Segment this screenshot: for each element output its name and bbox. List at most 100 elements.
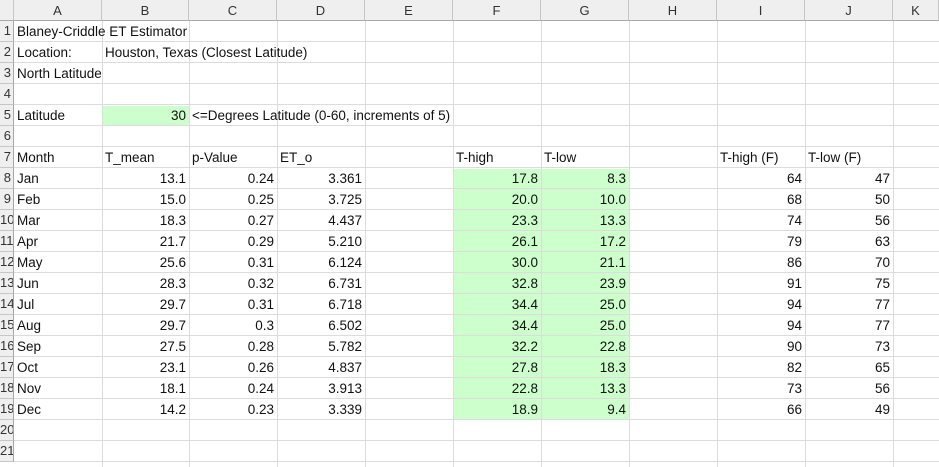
row-header-18[interactable]: 18 <box>0 378 14 399</box>
column-header-f[interactable]: F <box>453 0 541 21</box>
p-value-cell[interactable]: 0.3 <box>255 318 274 333</box>
row-header-6[interactable]: 6 <box>0 126 14 147</box>
t-mean-cell[interactable]: 13.1 <box>159 171 186 186</box>
t-high-f-cell[interactable]: 79 <box>786 234 802 249</box>
row-header-16[interactable]: 16 <box>0 336 14 357</box>
et-o-cell[interactable]: 6.718 <box>328 297 362 312</box>
month-cell[interactable]: Mar <box>17 213 41 228</box>
row-header-9[interactable]: 9 <box>0 189 14 210</box>
t-mean-cell[interactable]: 28.3 <box>159 276 186 291</box>
p-value-cell[interactable]: 0.31 <box>247 297 274 312</box>
month-cell[interactable]: May <box>17 255 43 270</box>
et-o-cell[interactable]: 5.782 <box>328 339 362 354</box>
location-label-cell[interactable]: Location: <box>17 45 72 60</box>
header-t-low-f[interactable]: T-low (F) <box>808 150 862 165</box>
t-high-f-cell[interactable]: 90 <box>786 339 802 354</box>
t-low-f-cell[interactable]: 65 <box>874 360 890 375</box>
month-cell[interactable]: Jan <box>17 171 39 186</box>
et-o-cell[interactable]: 3.913 <box>328 381 362 396</box>
p-value-cell[interactable]: 0.24 <box>247 381 274 396</box>
column-header-i[interactable]: I <box>717 0 805 21</box>
row-header-8[interactable]: 8 <box>0 168 14 189</box>
select-all-corner[interactable] <box>0 0 14 21</box>
t-high-cell[interactable]: 18.9 <box>511 402 538 417</box>
p-value-cell[interactable]: 0.24 <box>247 171 274 186</box>
p-value-cell[interactable]: 0.26 <box>247 360 274 375</box>
month-cell[interactable]: Dec <box>17 402 42 417</box>
t-low-f-cell[interactable]: 73 <box>874 339 890 354</box>
latitude-note-cell[interactable]: <=Degrees Latitude (0-60, increments of … <box>192 108 451 123</box>
month-cell[interactable]: Nov <box>17 381 42 396</box>
month-cell[interactable]: Apr <box>17 234 39 249</box>
t-low-f-cell[interactable]: 56 <box>874 381 890 396</box>
month-cell[interactable]: Sep <box>17 339 42 354</box>
t-low-f-cell[interactable]: 77 <box>874 297 890 312</box>
et-o-cell[interactable]: 3.361 <box>328 171 362 186</box>
row-header-21[interactable]: 21 <box>0 441 14 462</box>
t-low-cell[interactable]: 9.4 <box>607 402 626 417</box>
month-cell[interactable]: Oct <box>17 360 39 375</box>
t-high-cell[interactable]: 23.3 <box>511 213 538 228</box>
t-mean-cell[interactable]: 29.7 <box>159 297 186 312</box>
t-low-f-cell[interactable]: 77 <box>874 318 890 333</box>
t-mean-cell[interactable]: 21.7 <box>159 234 186 249</box>
et-o-cell[interactable]: 4.837 <box>328 360 362 375</box>
header-month[interactable]: Month <box>17 150 55 165</box>
t-mean-cell[interactable]: 18.1 <box>159 381 186 396</box>
et-o-cell[interactable]: 6.502 <box>328 318 362 333</box>
row-header-1[interactable]: 1 <box>0 21 14 42</box>
location-value-cell[interactable]: Houston, Texas (Closest Latitude) <box>105 45 308 60</box>
t-low-f-cell[interactable]: 56 <box>874 213 890 228</box>
t-high-f-cell[interactable]: 91 <box>786 276 802 291</box>
t-high-f-cell[interactable]: 94 <box>786 318 802 333</box>
month-cell[interactable]: Jul <box>17 297 35 312</box>
t-high-f-cell[interactable]: 82 <box>786 360 802 375</box>
t-low-cell[interactable]: 25.0 <box>599 297 626 312</box>
t-high-cell[interactable]: 34.4 <box>511 318 538 333</box>
row-header-13[interactable]: 13 <box>0 273 14 294</box>
t-high-cell[interactable]: 17.8 <box>511 171 538 186</box>
column-header-a[interactable]: A <box>14 0 102 21</box>
t-low-cell[interactable]: 22.8 <box>599 339 626 354</box>
t-low-cell[interactable]: 18.3 <box>599 360 626 375</box>
t-high-cell[interactable]: 32.8 <box>511 276 538 291</box>
t-low-f-cell[interactable]: 70 <box>874 255 890 270</box>
row-header-10[interactable]: 10 <box>0 210 14 231</box>
p-value-cell[interactable]: 0.27 <box>247 213 274 228</box>
north-latitude-cell[interactable]: North Latitude <box>17 66 102 81</box>
row-header-15[interactable]: 15 <box>0 315 14 336</box>
t-high-cell[interactable]: 34.4 <box>511 297 538 312</box>
t-low-f-cell[interactable]: 63 <box>874 234 890 249</box>
t-low-f-cell[interactable]: 75 <box>874 276 890 291</box>
t-high-f-cell[interactable]: 68 <box>786 192 802 207</box>
month-cell[interactable]: Jun <box>17 276 39 291</box>
month-cell[interactable]: Aug <box>17 318 42 333</box>
row-header-2[interactable]: 2 <box>0 42 14 63</box>
column-header-e[interactable]: E <box>365 0 453 21</box>
header-t-high-f[interactable]: T-high (F) <box>720 150 779 165</box>
latitude-value-cell[interactable]: 30 <box>170 108 186 123</box>
p-value-cell[interactable]: 0.23 <box>247 402 274 417</box>
t-mean-cell[interactable]: 18.3 <box>159 213 186 228</box>
row-header-5[interactable]: 5 <box>0 105 14 126</box>
t-low-f-cell[interactable]: 50 <box>874 192 890 207</box>
t-low-cell[interactable]: 10.0 <box>599 192 626 207</box>
row-header-11[interactable]: 11 <box>0 231 14 252</box>
column-header-h[interactable]: H <box>629 0 717 21</box>
t-low-cell[interactable]: 8.3 <box>607 171 626 186</box>
p-value-cell[interactable]: 0.29 <box>247 234 274 249</box>
row-header-7[interactable]: 7 <box>0 147 14 168</box>
row-header-4[interactable]: 4 <box>0 84 14 105</box>
row-header-20[interactable]: 20 <box>0 420 14 441</box>
t-high-f-cell[interactable]: 86 <box>786 255 802 270</box>
row-header-19[interactable]: 19 <box>0 399 14 420</box>
t-high-f-cell[interactable]: 94 <box>786 297 802 312</box>
title-cell[interactable]: Blaney-Criddle ET Estimator <box>17 24 188 39</box>
latitude-label-cell[interactable]: Latitude <box>17 108 66 123</box>
t-low-cell[interactable]: 25.0 <box>599 318 626 333</box>
column-header-c[interactable]: C <box>189 0 277 21</box>
t-high-f-cell[interactable]: 74 <box>786 213 802 228</box>
row-header-12[interactable]: 12 <box>0 252 14 273</box>
t-low-f-cell[interactable]: 49 <box>874 402 890 417</box>
